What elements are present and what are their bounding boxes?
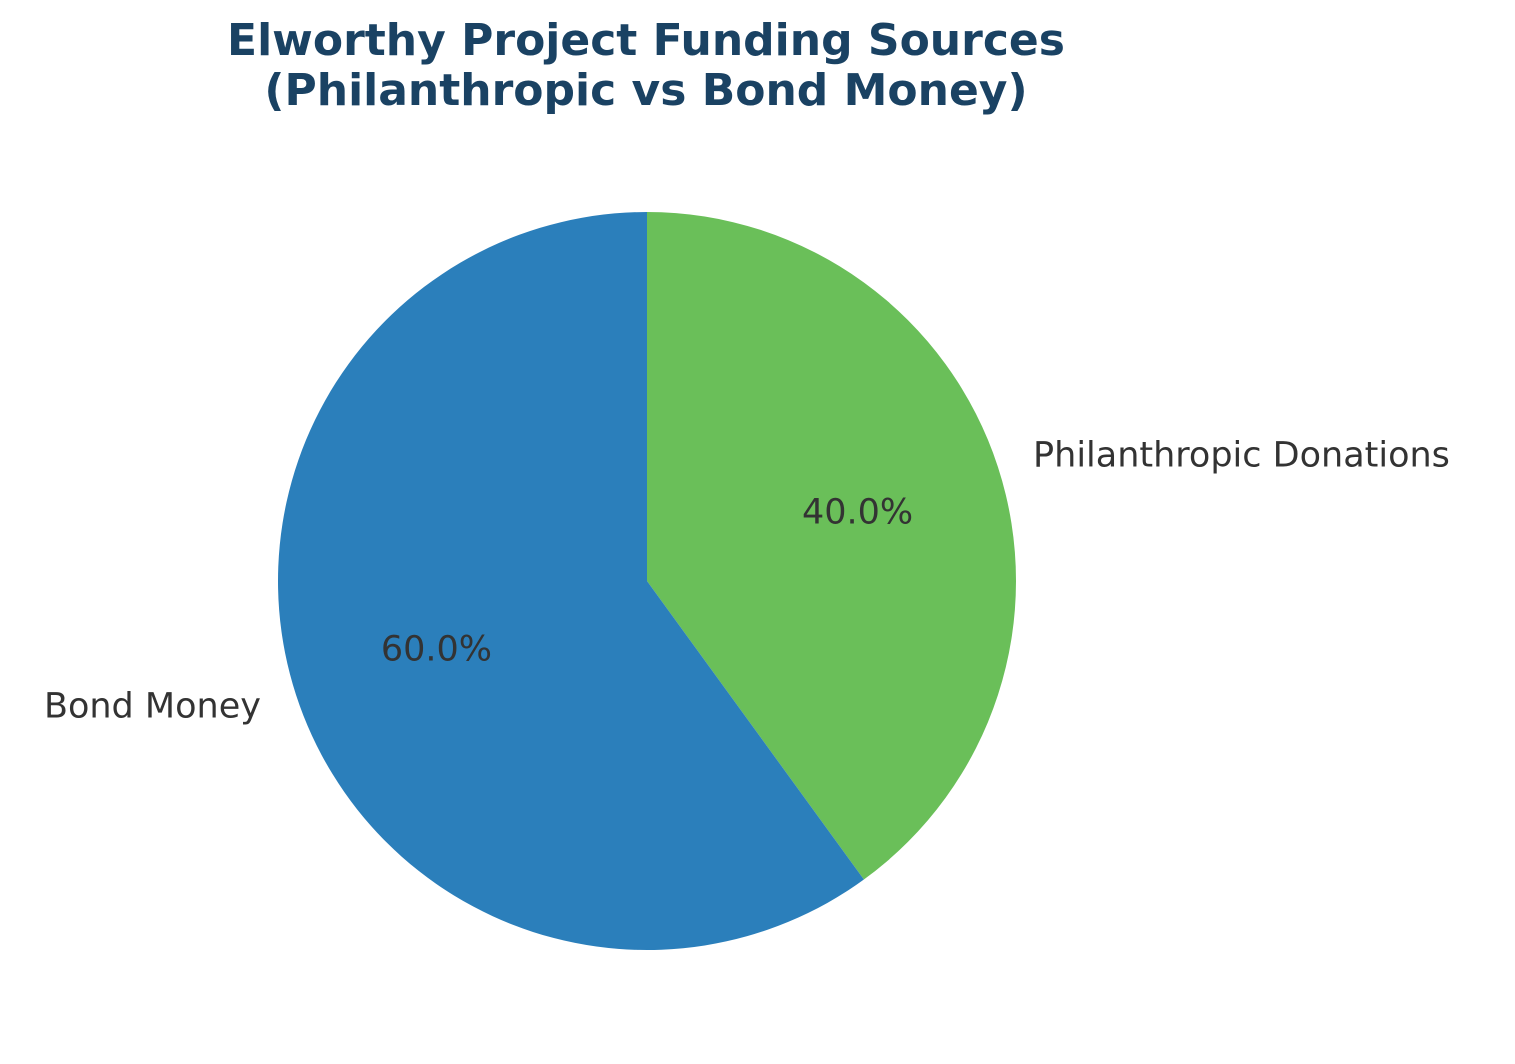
- slice-label: Bond Money: [44, 686, 261, 726]
- chart-title: Elworthy Project Funding Sources (Philan…: [227, 15, 1065, 116]
- chart-title-line-1: Elworthy Project Funding Sources: [227, 15, 1065, 66]
- chart-title-line-2: (Philanthropic vs Bond Money): [264, 65, 1027, 116]
- slice-percent-label: 40.0%: [802, 493, 913, 533]
- slice-percent-label: 60.0%: [381, 629, 492, 669]
- slice-label: Philanthropic Donations: [1033, 436, 1450, 476]
- pie-slices: [278, 212, 1017, 951]
- pie-slice-philanthropic-donations: [647, 212, 1017, 880]
- pie-slice-bond-money: [278, 212, 864, 951]
- pie-labels: Philanthropic Donations 40.0% Bond Money 60…: [44, 436, 1450, 727]
